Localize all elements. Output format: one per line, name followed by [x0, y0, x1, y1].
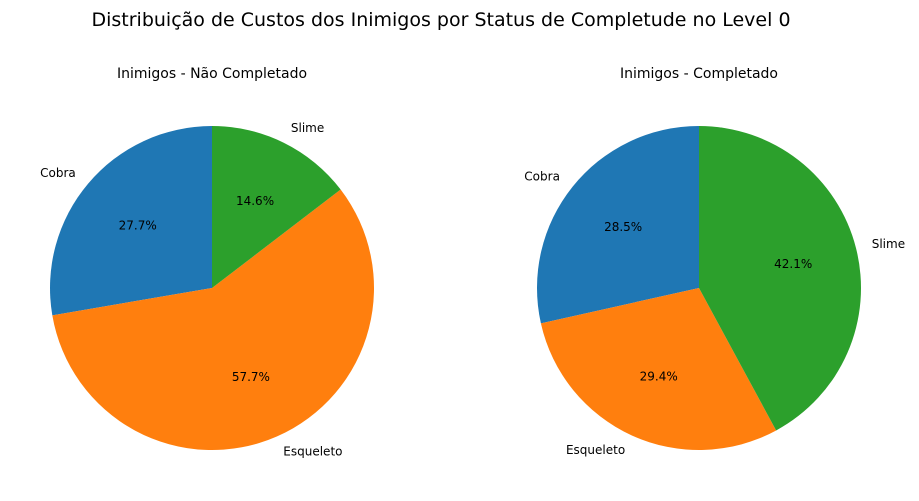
pie-not-completed-wedge-esqueleto — [52, 189, 375, 451]
pie-completed-labels: 28.5% Cobra 29.4% Esqueleto 42.1% Slime — [524, 170, 905, 458]
pie-not-completed-percent-label-cobra: 27.7% — [119, 218, 157, 232]
pie-not-completed: Inimigos - Não Completado 27.7% Cobra 57.7… — [40, 66, 375, 458]
pie-completed-percent-label-slime: 42.1% — [774, 257, 812, 271]
pie-completed-percent-label-cobra: 28.5% — [604, 220, 642, 234]
pie-completed-wedge-cobra — [536, 126, 699, 324]
figure-title: Distribuição de Custos dos Inimigos por … — [91, 9, 790, 31]
pie-completed-category-label-esqueleto: Esqueleto — [566, 443, 625, 457]
pie-completed-title: Inimigos - Completado — [620, 66, 778, 82]
pie-not-completed-wedges — [50, 126, 375, 451]
pie-not-completed-category-label-slime: Slime — [291, 121, 324, 135]
pie-not-completed-wedge-slime — [212, 126, 341, 288]
pie-not-completed-title: Inimigos - Não Completado — [117, 66, 307, 82]
pie-not-completed-percent-label-esqueleto: 57.7% — [232, 370, 270, 384]
pie-completed-category-label-cobra: Cobra — [524, 170, 560, 184]
pie-completed-wedge-esqueleto — [540, 288, 777, 451]
pie-completed: Inimigos - Completado 28.5% Cobra 29.4% Esq… — [524, 66, 905, 457]
pie-completed-percent-label-esqueleto: 29.4% — [640, 369, 678, 383]
pie-completed-wedge-slime — [699, 126, 862, 431]
pie-not-completed-wedge-cobra — [50, 126, 213, 316]
pie-not-completed-category-label-cobra: Cobra — [40, 166, 76, 180]
pie-not-completed-percent-label-slime: 14.6% — [236, 194, 274, 208]
pie-completed-wedges — [536, 126, 862, 451]
pie-completed-category-label-slime: Slime — [872, 237, 905, 251]
pie-not-completed-category-label-esqueleto: Esqueleto — [283, 444, 342, 458]
pie-not-completed-labels: 27.7% Cobra 57.7% Esqueleto 14.6% Slime — [40, 121, 342, 458]
